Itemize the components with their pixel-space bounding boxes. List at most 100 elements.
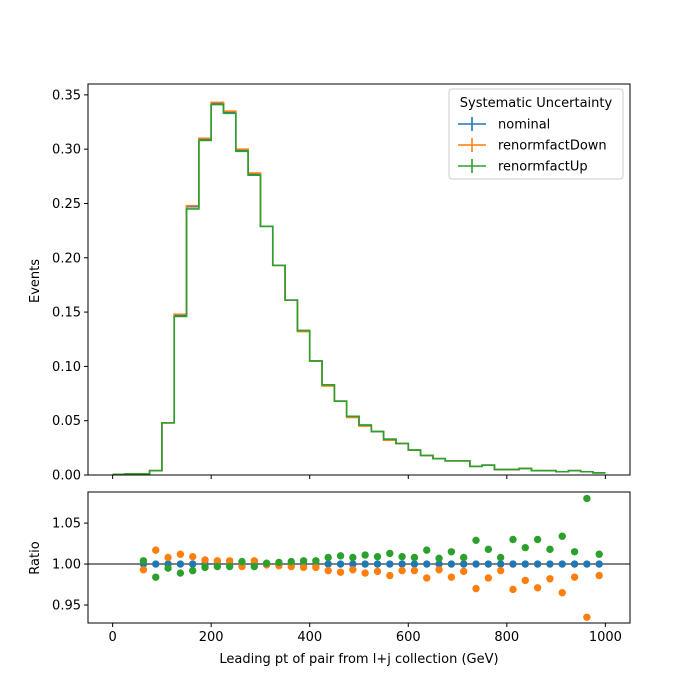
ratio-point-renormfactDown xyxy=(361,569,369,577)
ratio-point-renormfactDown xyxy=(189,552,197,561)
ratio-point-nominal xyxy=(570,560,579,568)
main-y-tick-label: 0.25 xyxy=(52,197,81,212)
ratio-point-renormfactUp xyxy=(558,532,566,540)
main-y-tick-label: 0.20 xyxy=(52,251,81,266)
ratio-point-renormfactDown xyxy=(386,571,394,580)
main-y-tick-label: 0.05 xyxy=(52,414,81,429)
ratio-y-axis-label: Ratio xyxy=(28,541,43,574)
ratio-point-renormfactDown xyxy=(164,553,172,562)
ratio-point-renormfactDown xyxy=(213,557,222,565)
ratio-point-nominal xyxy=(324,560,332,568)
histogram-line-renormfactUp xyxy=(112,103,606,476)
ratio-point-nominal xyxy=(472,560,480,568)
ratio-x-tick-label: 200 xyxy=(199,630,224,645)
ratio-x-tick-label: 800 xyxy=(494,630,519,645)
ratio-point-renormfactDown xyxy=(349,566,357,574)
ratio-x-tick-label: 600 xyxy=(396,630,421,645)
ratio-plot-frame xyxy=(87,491,631,624)
ratio-point-nominal xyxy=(176,560,185,568)
ratio-point-renormfactDown xyxy=(484,574,493,582)
ratio-point-renormfactUp xyxy=(225,562,234,571)
main-x-ticks xyxy=(112,475,606,479)
ratio-point-renormfactUp xyxy=(189,566,197,575)
ratio-point-renormfactUp xyxy=(570,548,579,556)
ratio-point-renormfactUp xyxy=(398,552,406,561)
ratio-point-renormfactDown xyxy=(472,584,480,593)
ratio-point-renormfactDown xyxy=(139,566,148,574)
ratio-point-renormfactDown xyxy=(324,566,332,575)
ratio-point-renormfactDown xyxy=(546,575,554,583)
ratio-point-nominal xyxy=(336,560,345,568)
ratio-point-nominal xyxy=(521,560,529,568)
legend-label: renormfactUp xyxy=(498,160,588,175)
ratio-point-renormfactUp xyxy=(423,546,431,554)
ratio-point-nominal xyxy=(595,560,603,568)
main-y-ticks: 0.00 0.05 0.10 0.15 0.20 0.25 0.30 0.35 xyxy=(52,88,88,484)
ratio-point-renormfactUp xyxy=(336,552,345,560)
x-axis-label: Leading pt of pair from l+j collection (… xyxy=(219,652,498,667)
main-plot-frame xyxy=(87,83,631,476)
ratio-y-tick-label: 1.05 xyxy=(52,517,81,532)
ratio-point-renormfactUp xyxy=(521,543,529,552)
legend-entries: nominal renormfactDown renormfactUp xyxy=(458,117,607,175)
ratio-y-ticks: 0.95 1.00 1.05 xyxy=(52,517,88,613)
legend-entry-renormfactUp: renormfactUp xyxy=(458,159,588,175)
ratio-point-renormfactUp xyxy=(435,554,443,563)
main-histogram-panel: 0.000.050.100.150.200.250.300.35 Events … xyxy=(28,83,631,484)
legend-entry-renormfactDown: renormfactDown xyxy=(458,138,607,154)
legend-label: renormfactDown xyxy=(498,139,607,154)
ratio-point-renormfactUp xyxy=(509,535,517,544)
ratio-point-renormfactDown xyxy=(398,566,406,575)
ratio-point-renormfactDown xyxy=(558,589,566,597)
ratio-point-nominal xyxy=(509,560,517,568)
ratio-point-renormfactDown xyxy=(176,550,185,558)
ratio-point-renormfactDown xyxy=(312,563,320,572)
ratio-point-renormfactDown xyxy=(225,557,234,565)
ratio-point-renormfactUp xyxy=(299,557,308,565)
ratio-point-renormfactDown xyxy=(435,566,443,574)
ratio-point-renormfactUp xyxy=(176,569,185,577)
ratio-point-nominal xyxy=(152,560,160,568)
ratio-point-nominal xyxy=(484,560,493,568)
ratio-point-renormfactUp xyxy=(262,559,271,567)
ratio-point-renormfactDown xyxy=(373,567,382,576)
histogram-series-layer xyxy=(112,101,606,476)
ratio-point-renormfactUp xyxy=(460,553,468,562)
ratio-point-renormfactUp xyxy=(373,552,382,561)
ratio-x-tick-label: 1000 xyxy=(589,630,622,645)
ratio-point-renormfactUp xyxy=(546,545,554,554)
ratio-point-renormfactUp xyxy=(361,551,369,559)
ratio-point-renormfactUp xyxy=(386,549,394,558)
legend-label: nominal xyxy=(498,118,550,133)
ratio-point-nominal xyxy=(460,560,468,568)
ratio-point-nominal xyxy=(410,560,419,568)
ratio-point-renormfactDown xyxy=(509,585,517,594)
ratio-point-renormfactUp xyxy=(312,557,320,565)
ratio-point-renormfactUp xyxy=(213,562,222,571)
ratio-y-tick-label: 0.95 xyxy=(52,598,81,613)
ratio-point-renormfactDown xyxy=(152,546,160,554)
main-y-tick-label: 0.35 xyxy=(52,88,81,103)
ratio-point-nominal xyxy=(583,560,591,568)
ratio-point-nominal xyxy=(435,560,443,568)
legend-box xyxy=(448,88,624,180)
ratio-point-renormfactUp xyxy=(164,564,172,572)
ratio-y-tick-label: 1.00 xyxy=(52,558,81,573)
ratio-x-ticks: 0 200 400 600 800 1000 xyxy=(108,623,622,645)
ratio-point-nominal xyxy=(423,560,431,568)
ratio-point-renormfactUp xyxy=(238,557,246,566)
ratio-point-renormfactUp xyxy=(496,553,505,562)
ratio-point-renormfactDown xyxy=(583,613,591,621)
ratio-point-nominal xyxy=(349,560,357,568)
ratio-point-renormfactDown xyxy=(570,573,579,581)
ratio-point-renormfactUp xyxy=(139,557,148,565)
ratio-point-nominal xyxy=(361,560,369,568)
ratio-point-renormfactUp xyxy=(201,563,209,572)
ratio-point-nominal xyxy=(447,560,456,568)
main-y-tick-label: 0.30 xyxy=(52,143,81,158)
ratio-point-renormfactUp xyxy=(447,548,456,556)
ratio-point-nominal xyxy=(189,560,197,568)
ratio-point-renormfactDown xyxy=(423,574,431,582)
ratio-point-renormfactDown xyxy=(533,584,542,592)
